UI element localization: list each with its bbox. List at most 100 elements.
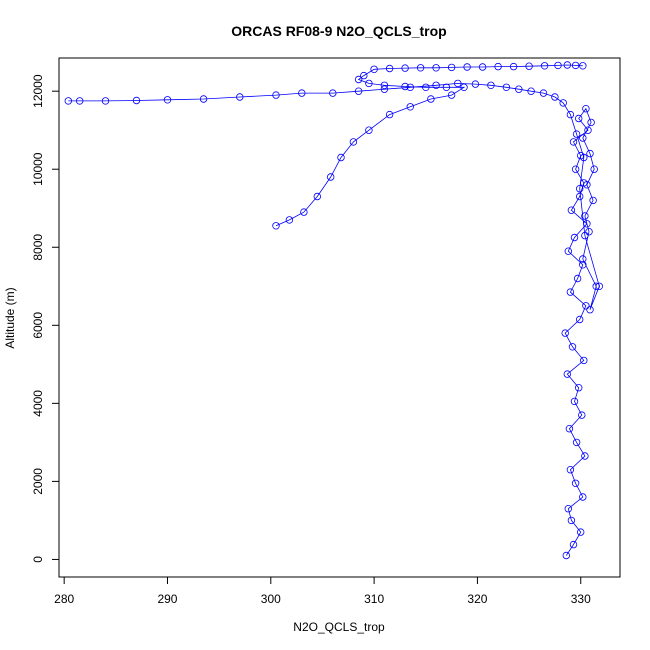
data-point <box>406 103 414 111</box>
data-point <box>569 138 578 146</box>
data-point <box>502 83 511 91</box>
data-point <box>583 181 591 189</box>
plot-area <box>64 61 603 560</box>
data-point <box>422 83 430 91</box>
data-point <box>460 83 468 91</box>
data-point <box>581 212 589 220</box>
data-point <box>285 216 294 224</box>
data-point <box>576 315 584 324</box>
data-point <box>406 83 414 91</box>
data-point <box>580 153 588 162</box>
x-tick-label: 300 <box>261 592 281 606</box>
data-point <box>575 114 583 123</box>
data-point <box>416 64 425 72</box>
data-point <box>566 110 575 119</box>
data-point <box>561 329 569 337</box>
data-point <box>494 62 502 71</box>
data-point <box>554 61 562 70</box>
data-point <box>576 184 584 193</box>
chart-title: ORCAS RF08-9 N2O_QCLS_trop <box>231 23 446 39</box>
data-point <box>585 227 593 236</box>
data-point <box>575 384 583 392</box>
data-point <box>572 130 581 138</box>
data-point <box>579 134 587 142</box>
data-point <box>365 126 373 134</box>
data-point <box>566 288 575 296</box>
data-point <box>570 233 579 242</box>
data-point <box>566 466 575 474</box>
data-point <box>587 118 595 127</box>
data-point <box>365 79 373 88</box>
data-point <box>581 452 589 460</box>
data-point <box>236 93 244 101</box>
y-tick-label: 2000 <box>31 468 45 495</box>
data-point <box>525 62 533 70</box>
data-point <box>564 247 572 255</box>
data-point <box>401 64 409 72</box>
data-point <box>360 71 368 80</box>
data-point <box>380 81 389 89</box>
data-point <box>578 411 586 419</box>
data-point <box>471 80 480 88</box>
y-tick-label: 0 <box>31 556 45 563</box>
data-point <box>199 95 208 103</box>
data-point <box>442 83 451 91</box>
y-tick-label: 4000 <box>31 390 45 417</box>
x-tick-label: 310 <box>364 592 384 606</box>
data-point <box>463 63 471 71</box>
data-point <box>568 343 577 351</box>
data-point <box>354 75 363 84</box>
y-axis: 0 2000 4000 6000 8000 10000 12000 <box>31 74 60 563</box>
data-point <box>64 97 72 105</box>
data-point <box>132 96 141 105</box>
x-tick-label: 330 <box>571 592 591 606</box>
data-point <box>571 61 580 70</box>
data-point <box>565 425 574 433</box>
data-point <box>572 438 581 447</box>
data-point <box>380 85 389 93</box>
data-point <box>581 231 589 240</box>
data-point <box>447 91 456 99</box>
y-tick-label: 6000 <box>31 312 45 339</box>
data-point <box>583 220 591 228</box>
data-point <box>580 356 588 365</box>
data-point <box>579 493 587 501</box>
data-point <box>163 96 172 104</box>
data-point <box>272 91 280 99</box>
x-tick-label: 320 <box>467 592 487 606</box>
data-point <box>576 192 584 201</box>
data-point <box>354 87 363 95</box>
data-point <box>478 63 487 71</box>
data-point <box>586 149 594 158</box>
data-point <box>447 63 456 72</box>
data-point <box>551 93 559 101</box>
data-point <box>329 89 337 97</box>
data-point <box>327 173 335 181</box>
data-point <box>427 95 435 103</box>
data-point <box>401 82 409 91</box>
data-point <box>582 104 590 113</box>
plot-frame <box>58 57 621 578</box>
data-point <box>569 540 578 549</box>
data-point <box>562 551 570 560</box>
y-axis-label: Altitude (m) <box>3 287 17 348</box>
data-point <box>577 528 585 536</box>
data-point <box>298 89 306 97</box>
data-point <box>590 165 598 173</box>
data-point <box>564 505 572 513</box>
data-point <box>582 302 590 310</box>
data-point <box>527 87 535 95</box>
y-tick-label: 8000 <box>31 234 45 261</box>
data-point <box>579 261 587 269</box>
data-point <box>563 61 571 69</box>
data-point <box>589 196 597 205</box>
data-point <box>432 64 440 72</box>
data-point <box>567 516 576 525</box>
data-point <box>567 206 576 214</box>
series-line <box>68 82 600 556</box>
data-point <box>432 81 440 89</box>
data-point <box>559 99 567 107</box>
x-axis-label: N2O_QCLS_trop <box>293 620 385 634</box>
data-point <box>579 255 587 263</box>
